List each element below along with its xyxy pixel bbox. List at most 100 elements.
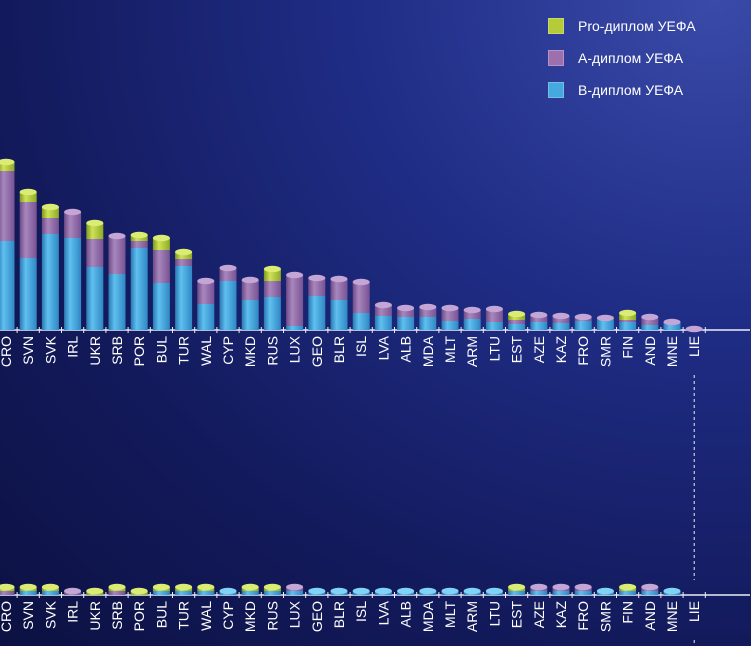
legend-swatch-b	[548, 82, 564, 98]
bar-cap-bul	[152, 583, 170, 591]
x-tick-label-mne: MNE	[664, 601, 680, 632]
bar-cap-kaz	[552, 312, 570, 320]
bar-cap-svk	[41, 203, 59, 211]
x-tick-label-arm: ARM	[464, 336, 480, 367]
x-tick-label-lie: LIE	[686, 336, 702, 357]
bar-cap-and	[641, 313, 659, 321]
legend-item-a: А-диплом УЕФА	[548, 42, 696, 74]
x-tick-label-cyp: CYP	[220, 601, 236, 630]
bar-cap-lva	[374, 301, 392, 309]
bar-b-diploma-lux	[286, 591, 304, 595]
x-tick-label-svn: SVN	[20, 336, 36, 365]
bar-cap-ukr	[86, 219, 104, 227]
bar-cap-ltu	[485, 305, 503, 313]
x-tick-label-mlt: MLT	[442, 601, 458, 628]
bar-b-diploma-fin	[619, 322, 637, 330]
bar-b-diploma-fin	[619, 591, 637, 595]
x-tick-label-irl: IRL	[65, 336, 81, 358]
bar-a-diploma-tur	[175, 259, 193, 266]
x-tick-label-ukr: UKR	[87, 336, 103, 366]
bar-cap-mda	[419, 587, 437, 595]
bar-cap-geo	[308, 274, 326, 282]
x-tick-label-est: EST	[509, 336, 525, 364]
bar-a-diploma-isl	[352, 282, 370, 313]
bar-b-diploma-and	[641, 591, 659, 595]
x-tick-label-mda: MDA	[420, 335, 436, 367]
bar-b-diploma-ltu	[485, 322, 503, 330]
bar-cap-por	[130, 231, 148, 239]
bar-b-diploma-mda	[419, 317, 437, 330]
bar-b-diploma-wal	[197, 304, 215, 330]
bar-cap-ltu	[485, 587, 503, 595]
bar-b-diploma-bul	[152, 591, 170, 595]
x-tick-label-svk: SVK	[42, 600, 58, 629]
bar-cap-rus	[263, 583, 281, 591]
bar-b-diploma-fro	[574, 591, 592, 595]
bar-cap-ukr	[86, 587, 104, 595]
bar-a-diploma-and	[641, 317, 659, 325]
legend-label-a: А-диплом УЕФА	[578, 50, 684, 66]
bar-cap-lux	[286, 583, 304, 591]
bar-a-diploma-bul	[152, 250, 170, 283]
bar-cap-mne	[663, 318, 681, 326]
bar-b-diploma-isl	[352, 313, 370, 330]
bar-b-diploma-arm	[463, 319, 481, 330]
x-tick-label-mne: MNE	[664, 336, 680, 367]
x-tick-label-tur: TUR	[176, 601, 192, 630]
bar-b-diploma-lva	[374, 316, 392, 330]
x-tick-label-wal: WAL	[198, 336, 214, 366]
bar-cap-svn	[19, 583, 37, 591]
bar-b-diploma-aze	[530, 322, 548, 330]
legend-label-pro: Pro-диплом УЕФА	[578, 18, 696, 34]
legend-item-pro: Pro-диплом УЕФА	[548, 10, 696, 42]
bar-b-diploma-kaz	[552, 591, 570, 595]
bar-cap-arm	[463, 587, 481, 595]
bar-a-diploma-geo	[308, 278, 326, 296]
bar-a-diploma-cyp	[219, 268, 237, 281]
bar-b-diploma-ukr	[86, 267, 104, 330]
x-tick-label-mkd: MKD	[242, 336, 258, 367]
bar-cap-fro	[574, 583, 592, 591]
bar-a-diploma-irl	[64, 212, 82, 238]
x-tick-label-por: POR	[131, 336, 147, 366]
bar-pro-diploma-fin	[619, 313, 637, 320]
bar-cap-lux	[286, 271, 304, 279]
x-tick-label-svk: SVK	[42, 335, 58, 364]
bar-a-diploma-est	[508, 320, 526, 324]
bar-b-diploma-mkd	[241, 591, 259, 595]
x-tick-label-cro: CRO	[0, 336, 14, 367]
bar-cap-mlt	[441, 304, 459, 312]
bar-pro-diploma-svk	[41, 207, 59, 218]
x-tick-label-mda: MDA	[420, 600, 436, 632]
top-chart: CRO SVN SVK IRL UKR SRB POR BUL TUR WAL CYP MKD RUS L…	[0, 158, 750, 580]
bar-a-diploma-lva	[374, 305, 392, 316]
bar-b-diploma-mne	[663, 323, 681, 330]
bar-cap-srb	[108, 232, 126, 240]
x-tick-label-rus: RUS	[264, 336, 280, 366]
bar-b-diploma-bul	[152, 283, 170, 330]
x-tick-label-srb: SRB	[109, 601, 125, 630]
bar-cap-mkd	[241, 583, 259, 591]
bar-pro-diploma-rus	[263, 269, 281, 281]
bar-a-diploma-svn	[19, 202, 37, 258]
bar-b-diploma-svk	[41, 234, 59, 330]
bar-b-diploma-svn	[19, 258, 37, 330]
x-tick-label-smr: SMR	[597, 336, 613, 367]
x-tick-label-wal: WAL	[198, 601, 214, 631]
bar-b-diploma-cyp	[219, 281, 237, 330]
bar-b-diploma-smr	[596, 320, 614, 330]
x-tick-label-blr: BLR	[331, 601, 347, 628]
x-tick-label-ukr: UKR	[87, 601, 103, 631]
x-tick-label-geo: GEO	[309, 336, 325, 367]
bar-cap-irl	[64, 208, 82, 216]
bar-a-diploma-wal	[197, 281, 215, 304]
bar-b-diploma-tur	[175, 266, 193, 330]
bar-pro-diploma-tur	[175, 252, 193, 259]
bar-cap-lva	[374, 587, 392, 595]
bar-b-diploma-fro	[574, 321, 592, 330]
x-tick-label-ltu: LTU	[486, 336, 502, 361]
x-tick-label-geo: GEO	[309, 601, 325, 632]
bar-cap-smr	[596, 314, 614, 322]
bar-cap-and	[641, 583, 659, 591]
